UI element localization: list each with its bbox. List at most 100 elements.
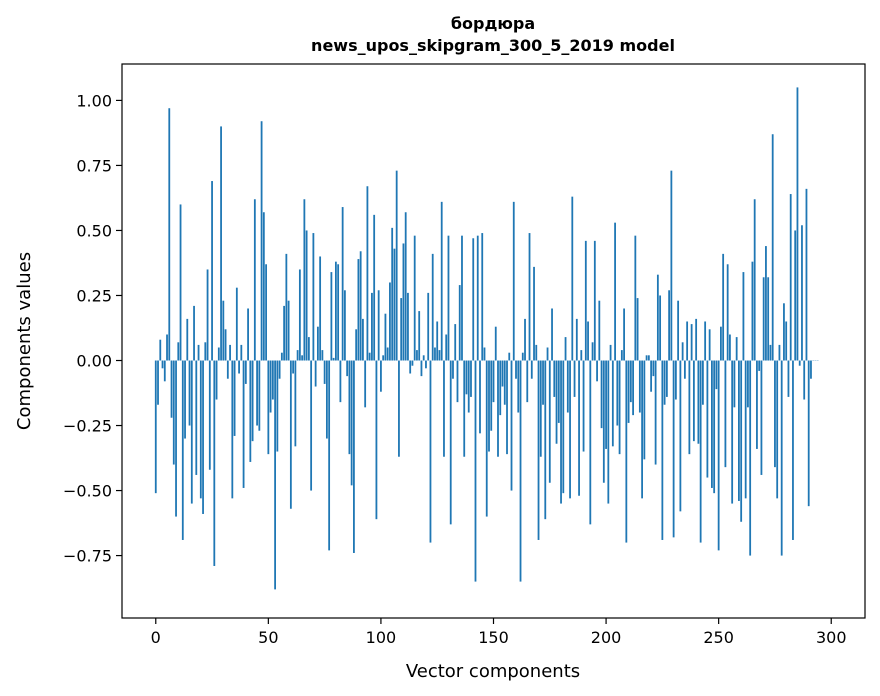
bar: [321, 350, 324, 361]
bar: [197, 344, 200, 361]
bar: [512, 201, 515, 361]
bar: [454, 324, 457, 361]
bar: [159, 339, 162, 361]
bar: [359, 251, 362, 361]
bar: [656, 274, 659, 361]
bar: [801, 225, 803, 361]
bar: [325, 360, 328, 439]
bar: [643, 360, 646, 460]
bar: [166, 334, 168, 361]
bar: [375, 360, 378, 520]
bar: [226, 360, 229, 379]
bar: [738, 360, 740, 501]
bar: [785, 321, 788, 361]
bar: [753, 199, 756, 361]
bar: [506, 360, 508, 455]
bar: [641, 360, 643, 499]
bar: [501, 360, 504, 387]
bar: [762, 277, 765, 361]
bar: [330, 272, 333, 361]
bar: [587, 321, 589, 361]
bar: [686, 321, 689, 361]
bar: [256, 360, 258, 426]
bar: [623, 308, 625, 361]
bar: [765, 246, 767, 361]
bar: [244, 360, 247, 384]
bar: [483, 347, 486, 361]
bar: [747, 360, 749, 408]
bar: [395, 170, 398, 361]
bar: [706, 360, 709, 478]
bar: [429, 360, 432, 543]
bar: [521, 352, 524, 361]
bar: [409, 360, 412, 374]
bar: [551, 308, 553, 361]
bar: [443, 360, 445, 457]
bar: [310, 360, 313, 491]
bar: [708, 329, 711, 361]
bar: [638, 360, 641, 413]
bar: [810, 360, 812, 379]
bar: [805, 188, 808, 361]
bar: [629, 360, 632, 403]
bar: [609, 344, 612, 361]
bar: [530, 360, 533, 379]
bar: [720, 326, 722, 361]
bar: [634, 235, 637, 361]
bar: [314, 360, 317, 387]
bar: [474, 360, 477, 582]
bar: [242, 360, 245, 488]
bar: [334, 261, 337, 361]
bar: [774, 360, 776, 468]
bar: [539, 360, 542, 457]
bar: [357, 259, 360, 361]
bar: [519, 360, 522, 582]
bar: [434, 347, 436, 361]
y-tick-label: 1.00: [76, 91, 112, 110]
bar: [647, 355, 650, 361]
bar: [368, 352, 371, 361]
bar: [749, 360, 752, 556]
bar: [598, 300, 601, 361]
x-tick-label: 200: [591, 628, 622, 647]
bar: [645, 355, 648, 361]
bar: [670, 170, 673, 361]
bar: [312, 233, 315, 361]
bar: [803, 360, 806, 400]
y-tick-label: 0.75: [76, 156, 112, 175]
bar: [605, 360, 607, 449]
bar: [393, 248, 396, 361]
bar: [780, 360, 783, 556]
x-tick-label: 150: [478, 628, 509, 647]
bar: [542, 360, 544, 405]
bar: [384, 313, 387, 361]
bar: [175, 360, 177, 517]
bar: [659, 295, 662, 361]
bar: [328, 360, 331, 551]
bar: [553, 360, 556, 397]
bar: [663, 360, 666, 405]
bar: [602, 360, 605, 483]
bar: [618, 360, 621, 455]
bar: [524, 318, 526, 361]
x-tick-label: 0: [151, 628, 161, 647]
bar: [470, 360, 472, 397]
bar: [729, 334, 731, 361]
bar: [528, 233, 531, 361]
y-axis: −0.75 −0.50 −0.25 0.00 0.25 0.50 0.75 1.00: [63, 91, 122, 566]
bar: [683, 360, 686, 379]
bar: [456, 360, 459, 403]
chart-title: бордюра: [451, 14, 535, 33]
bar: [292, 360, 295, 374]
bar: [589, 360, 592, 525]
bar: [479, 360, 481, 434]
bar: [267, 360, 270, 455]
bar: [692, 360, 695, 442]
bar: [607, 360, 610, 504]
bar: [247, 308, 249, 361]
bar: [217, 347, 220, 361]
bar: [416, 350, 418, 361]
bar: [497, 360, 499, 457]
bar: [677, 300, 680, 361]
